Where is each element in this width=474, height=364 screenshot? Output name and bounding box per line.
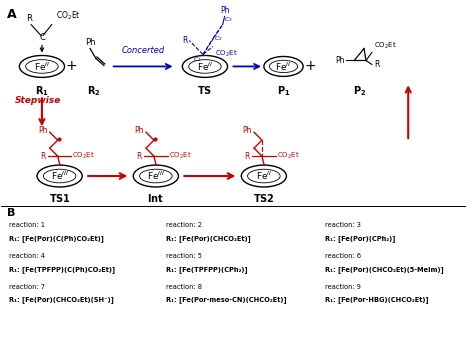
Text: CO$_2$Et: CO$_2$Et [277,151,300,161]
Text: +: + [65,59,77,74]
Text: reaction: 7: reaction: 7 [9,284,45,290]
Text: Fe$^{III}$: Fe$^{III}$ [147,170,165,182]
Text: reaction: 9: reaction: 9 [325,284,361,290]
Text: reaction: 1: reaction: 1 [9,222,45,228]
Text: Ph: Ph [85,37,95,47]
Text: reaction: 2: reaction: 2 [166,222,201,228]
Text: R₁: [Fe(Por)(CHCO₂Et)]: R₁: [Fe(Por)(CHCO₂Et)] [166,235,250,242]
Text: CO$_2$Et: CO$_2$Et [215,48,237,59]
Text: R₁: [Fe(Por-meso-CN)(CHCO₂Et)]: R₁: [Fe(Por-meso-CN)(CHCO₂Et)] [166,297,286,304]
Text: $\mathbf{P_1}$: $\mathbf{P_1}$ [277,84,290,98]
Text: CO$_2$Et: CO$_2$Et [73,151,95,161]
Text: Ph: Ph [135,126,144,135]
Text: Ph: Ph [335,56,345,65]
Text: R₁: [Fe(Por)(CPh₂)]: R₁: [Fe(Por)(CPh₂)] [325,235,395,242]
Text: R: R [137,151,142,161]
Text: Fe$^{II}$: Fe$^{II}$ [275,60,292,73]
Text: R₁: [Fe(Por)(CHCO₂Et)(5-MeIm)]: R₁: [Fe(Por)(CHCO₂Et)(5-MeIm)] [325,266,444,273]
Text: R₁: [Fe(TPFPP)(C(Ph)CO₂Et)]: R₁: [Fe(TPFPP)(C(Ph)CO₂Et)] [9,266,115,273]
Text: B: B [7,208,15,218]
Text: Ph: Ph [220,5,229,15]
Text: R₁: [Fe(TPFPP)(CPh₂)]: R₁: [Fe(TPFPP)(CPh₂)] [166,266,247,273]
Text: $\mathbf{R_1}$: $\mathbf{R_1}$ [35,84,49,98]
Text: $C_3$: $C_3$ [224,15,232,24]
Text: $\mathbf{R_2}$: $\mathbf{R_2}$ [87,84,101,98]
Text: reaction: 4: reaction: 4 [9,253,45,259]
Text: R: R [245,151,250,161]
Text: R: R [182,36,187,45]
Text: reaction: 6: reaction: 6 [325,253,361,259]
Text: reaction: 3: reaction: 3 [325,222,361,228]
Text: Ph: Ph [38,126,48,135]
Text: Fe$^{II}$: Fe$^{II}$ [34,60,50,73]
Text: R₁: [Fe(Por-HBG)(CHCO₂Et)]: R₁: [Fe(Por-HBG)(CHCO₂Et)] [325,297,428,304]
Text: $C_1$: $C_1$ [193,55,202,64]
Text: R₁: [Fe(Por)(CHCO₂Et)(SH⁻)]: R₁: [Fe(Por)(CHCO₂Et)(SH⁻)] [9,297,113,304]
Text: CO$_2$Et: CO$_2$Et [374,40,397,51]
Text: R₁: [Fe(Por)(C(Ph)CO₂Et)]: R₁: [Fe(Por)(C(Ph)CO₂Et)] [9,235,103,242]
Text: A: A [7,8,16,21]
Text: Ph: Ph [243,126,252,135]
Text: CO$_2$Et: CO$_2$Et [169,151,191,161]
Text: Fe$^{II}$: Fe$^{II}$ [255,170,272,182]
Text: CO$_2$Et: CO$_2$Et [55,9,81,21]
Text: Fe$^{III}$: Fe$^{III}$ [51,170,69,182]
Text: $\mathbf{TS}$: $\mathbf{TS}$ [198,84,212,96]
Text: C: C [39,33,45,42]
Text: $\mathbf{TS1}$: $\mathbf{TS1}$ [49,192,71,204]
Text: $\mathbf{Int}$: $\mathbf{Int}$ [147,192,164,204]
Text: R: R [40,151,46,161]
Text: R: R [26,13,32,23]
Text: R: R [374,60,379,69]
Text: $\mathbf{P_2}$: $\mathbf{P_2}$ [354,84,367,98]
Text: reaction: 8: reaction: 8 [166,284,201,290]
Text: Fe$^{II}$: Fe$^{II}$ [197,60,213,73]
Text: $\mathbf{TS2}$: $\mathbf{TS2}$ [253,192,274,204]
Text: +: + [304,59,316,74]
Text: Concerted: Concerted [121,46,164,55]
Text: Stepwise: Stepwise [14,96,61,105]
Text: reaction: 5: reaction: 5 [166,253,201,259]
Text: $C_2$: $C_2$ [214,34,222,43]
